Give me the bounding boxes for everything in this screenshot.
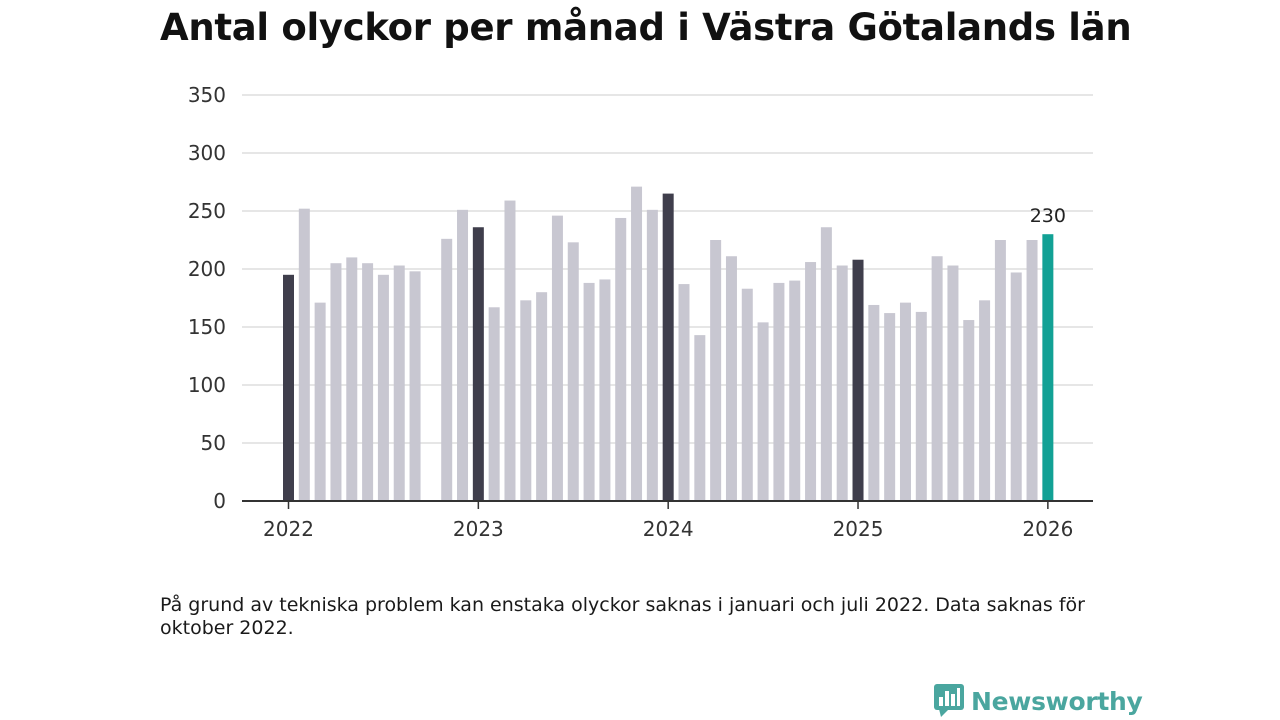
x-axis-ticks: 2022 2023 2024 2025 2026 [263, 501, 1073, 541]
bar-2023-09 [599, 279, 611, 501]
bar-2023-04 [520, 300, 532, 501]
bar-2022-03 [314, 302, 326, 501]
bar-2022-01 [283, 274, 294, 501]
bars [283, 186, 1054, 502]
x-tick-label: 2025 [833, 517, 884, 541]
x-tick-label: 2023 [453, 517, 504, 541]
bar-2025-10 [994, 240, 1006, 501]
bar-2024-05 [725, 256, 737, 501]
bar-2022-05 [346, 257, 358, 501]
bar-2025-08 [963, 320, 975, 501]
bar-2023-05 [536, 292, 548, 501]
y-tick-label: 50 [201, 431, 226, 455]
bar-2023-10 [615, 217, 627, 501]
bar-2024-06 [741, 288, 753, 501]
x-tick-label: 2026 [1022, 517, 1073, 541]
bar-2024-11 [820, 227, 832, 502]
bar-2023-11 [631, 186, 643, 501]
bar-2023-02 [488, 307, 500, 501]
bar-2024-09 [789, 280, 801, 501]
y-tick-label: 300 [188, 141, 226, 165]
data-labels: 230 [1030, 205, 1066, 227]
y-tick-label: 200 [188, 257, 226, 281]
y-tick-label: 100 [188, 373, 226, 397]
bar-2023-06 [551, 215, 563, 501]
footnote: På grund av tekniska problem kan enstaka… [160, 594, 1085, 639]
bar-2022-06 [362, 263, 374, 501]
bar-2025-12 [1026, 240, 1038, 501]
bar-2024-02 [678, 284, 690, 501]
bar-2025-06 [931, 256, 943, 501]
bar-2025-09 [979, 300, 991, 501]
brand-logo: Newsworthy [933, 683, 1143, 719]
bar-2024-12 [836, 265, 848, 501]
chart-title: Antal olyckor per månad i Västra Götalan… [160, 6, 1132, 49]
y-tick-label: 150 [188, 315, 226, 339]
y-tick-label: 250 [188, 199, 226, 223]
bar-2024-10 [805, 262, 817, 501]
bar-2024-04 [710, 240, 722, 501]
bar-2022-02 [298, 208, 310, 501]
bar-2024-01 [662, 193, 674, 501]
brand-name: Newsworthy [971, 686, 1143, 716]
bar-2025-05 [915, 311, 927, 501]
bar-2023-07 [567, 242, 579, 501]
bar-2025-11 [1010, 272, 1022, 501]
bar-2022-12 [457, 209, 469, 501]
data-label: 230 [1030, 205, 1066, 227]
y-axis-ticks: 0 50 100 150 200 250 300 350 [188, 83, 226, 513]
bar-2024-03 [694, 335, 706, 501]
x-tick-label: 2024 [643, 517, 694, 541]
bar-2022-04 [330, 263, 342, 501]
bar-2025-02 [868, 304, 880, 501]
y-tick-label: 0 [213, 489, 226, 513]
bar-2023-01 [472, 227, 484, 502]
bar-2025-07 [947, 265, 959, 501]
y-tick-label: 350 [188, 83, 226, 107]
bar-2022-08 [393, 265, 405, 501]
bar-2024-07 [757, 322, 769, 501]
bar-2025-04 [899, 302, 911, 501]
x-tick-label: 2022 [263, 517, 314, 541]
bar-2023-12 [646, 209, 658, 501]
bar-2026-01 [1042, 234, 1054, 501]
bar-2022-11 [441, 238, 453, 501]
bar-2022-07 [377, 274, 389, 501]
bar-2022-09 [409, 271, 421, 501]
newsworthy-logo-icon [934, 684, 964, 717]
bar-2025-03 [884, 313, 896, 501]
bar-2023-03 [504, 200, 516, 501]
bar-2023-08 [583, 282, 595, 501]
bar-2025-01 [852, 259, 864, 501]
bar-2024-08 [773, 282, 785, 501]
